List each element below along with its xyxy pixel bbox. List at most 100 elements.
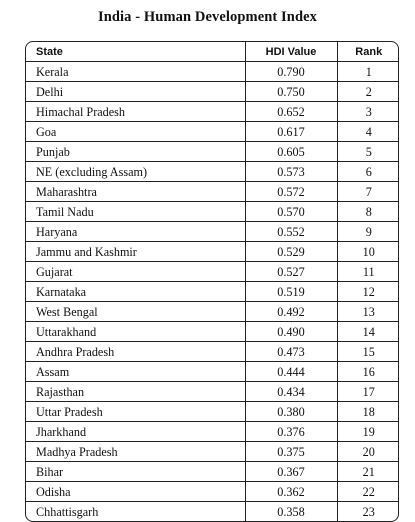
cell-rank: 20 [337, 441, 398, 462]
table-row: Bihar 0.367 21 [26, 461, 398, 482]
cell-hdi-value: 0.527 [245, 261, 338, 282]
cell-state: Odisha [26, 481, 246, 502]
table-row: NE (excluding Assam) 0.573 6 [26, 161, 398, 182]
cell-state: Andhra Pradesh [26, 341, 246, 362]
column-header-rank: Rank [337, 42, 398, 62]
cell-state: West Bengal [26, 301, 246, 322]
cell-hdi-value: 0.376 [245, 421, 338, 442]
table-row: Uttar Pradesh 0.380 18 [26, 401, 398, 422]
table-row: Odisha 0.362 22 [26, 481, 398, 502]
cell-rank: 6 [337, 161, 398, 182]
cell-state: Uttarakhand [26, 321, 246, 342]
cell-hdi-value: 0.570 [245, 201, 338, 222]
cell-rank: 18 [337, 401, 398, 422]
cell-hdi-value: 0.380 [245, 401, 338, 422]
cell-rank: 23 [362, 504, 375, 519]
cell-rank: 15 [337, 341, 398, 362]
table-row: Kerala 0.790 1 [26, 61, 398, 82]
table-header-row: State HDI Value Rank [26, 42, 398, 62]
cell-rank: 12 [337, 281, 398, 302]
table-row: Haryana 0.552 9 [26, 221, 398, 242]
cell-state: Punjab [26, 141, 246, 162]
cell-rank: 11 [337, 261, 398, 282]
cell-rank: 8 [337, 201, 398, 222]
cell-rank: 10 [337, 241, 398, 262]
cell-rank: 13 [337, 301, 398, 322]
cell-rank: 5 [337, 141, 398, 162]
cell-hdi-value: 0.790 [245, 61, 338, 82]
cell-hdi-value: 0.519 [245, 281, 338, 302]
cell-hdi-value: 0.605 [245, 141, 338, 162]
cell-state: Chhattisgarh [26, 501, 246, 521]
cell-rank: 9 [337, 221, 398, 242]
hdi-table-container: State HDI Value Rank Kerala 0.790 1 Delhi 0.… [25, 41, 399, 522]
cell-hdi-value: 0.490 [245, 321, 338, 342]
cell-rank: 19 [337, 421, 398, 442]
table-row: Himachal Pradesh 0.652 3 [26, 101, 398, 122]
table-row: Rajasthan 0.434 17 [26, 381, 398, 402]
table-row: Jammu and Kashmir 0.529 10 [26, 241, 398, 262]
cell-state: Himachal Pradesh [26, 101, 246, 122]
cell-hdi-value: 0.444 [245, 361, 338, 382]
cell-hdi-value: 0.473 [245, 341, 338, 362]
cell-hdi-value: 0.434 [245, 381, 338, 402]
table-row: Goa 0.617 4 [26, 121, 398, 142]
column-header-state: State [26, 42, 246, 62]
cell-state: Tamil Nadu [26, 201, 246, 222]
cell-state: Karnataka [26, 281, 246, 302]
table-row: Jharkhand 0.376 19 [26, 421, 398, 442]
cell-state: Delhi [26, 81, 246, 102]
cell-state: Gujarat [26, 261, 246, 282]
cell-state: Goa [26, 121, 246, 142]
table-row: Karnataka 0.519 12 [26, 281, 398, 302]
cell-rank: 17 [337, 381, 398, 402]
cell-rank: 3 [337, 101, 398, 122]
table-body: Kerala 0.790 1 Delhi 0.750 2 Himachal Pradesh 0… [26, 61, 398, 521]
cell-rank: 21 [337, 461, 398, 482]
cell-hdi-value: 0.617 [245, 121, 338, 142]
table-row: Maharashtra 0.572 7 [26, 181, 398, 202]
table-row: Delhi 0.750 2 [26, 81, 398, 102]
cell-rank: 16 [337, 361, 398, 382]
table-row: West Bengal 0.492 13 [26, 301, 398, 322]
cell-state: Haryana [26, 221, 246, 242]
table-row: Madhya Pradesh 0.375 20 [26, 441, 398, 462]
table-row: Uttarakhand 0.490 14 [26, 321, 398, 342]
cell-state: NE (excluding Assam) [26, 161, 246, 182]
cell-rank: 7 [337, 181, 398, 202]
table-row: Assam 0.444 16 [26, 361, 398, 382]
cell-hdi-value: 0.492 [245, 301, 338, 322]
cell-hdi-value: 0.529 [245, 241, 338, 262]
table-row: Chhattisgarh 0.358 23 [26, 501, 398, 521]
hdi-table: State HDI Value Rank Kerala 0.790 1 Delhi 0.… [26, 42, 398, 521]
cell-state: Madhya Pradesh [26, 441, 246, 462]
cell-rank: 22 [337, 481, 398, 502]
cell-rank: 1 [337, 61, 398, 82]
cell-state: Kerala [26, 61, 246, 82]
cell-state: Assam [26, 361, 246, 382]
cell-state: Jammu and Kashmir [26, 241, 246, 262]
page-title: India - Human Development Index [97, 9, 317, 25]
cell-state: Jharkhand [26, 421, 246, 442]
cell-hdi-value: 0.367 [245, 461, 338, 482]
cell-hdi-value: 0.573 [245, 161, 338, 182]
cell-hdi-value: 0.552 [245, 221, 338, 242]
cell-rank: 4 [337, 121, 398, 142]
cell-hdi-value: 0.358 [245, 501, 338, 521]
cell-hdi-value: 0.362 [245, 481, 338, 502]
table-row: Andhra Pradesh 0.473 15 [26, 341, 398, 362]
cell-state: Bihar [26, 461, 246, 482]
table-row: Punjab 0.605 5 [26, 141, 398, 162]
table-row: Tamil Nadu 0.570 8 [26, 201, 398, 222]
cell-hdi-value: 0.375 [245, 441, 338, 462]
cell-state: Rajasthan [26, 381, 246, 402]
cell-rank: 14 [337, 321, 398, 342]
cell-hdi-value: 0.652 [245, 101, 338, 122]
cell-state: Maharashtra [26, 181, 246, 202]
cell-hdi-value: 0.750 [245, 81, 338, 102]
cell-hdi-value: 0.572 [245, 181, 338, 202]
cell-state: Uttar Pradesh [26, 401, 246, 422]
column-header-hdi-value: HDI Value [245, 42, 338, 62]
table-row: Gujarat 0.527 11 [26, 261, 398, 282]
cell-rank: 2 [337, 81, 398, 102]
